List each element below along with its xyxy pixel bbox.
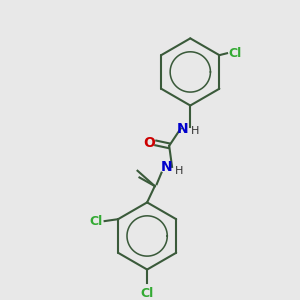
- Text: H: H: [191, 126, 199, 136]
- Text: O: O: [143, 136, 155, 150]
- Text: N: N: [177, 122, 188, 136]
- Text: Cl: Cl: [228, 47, 241, 60]
- Text: Cl: Cl: [140, 287, 154, 300]
- Text: H: H: [175, 166, 183, 176]
- Text: Cl: Cl: [89, 214, 103, 228]
- Text: N: N: [160, 160, 172, 174]
